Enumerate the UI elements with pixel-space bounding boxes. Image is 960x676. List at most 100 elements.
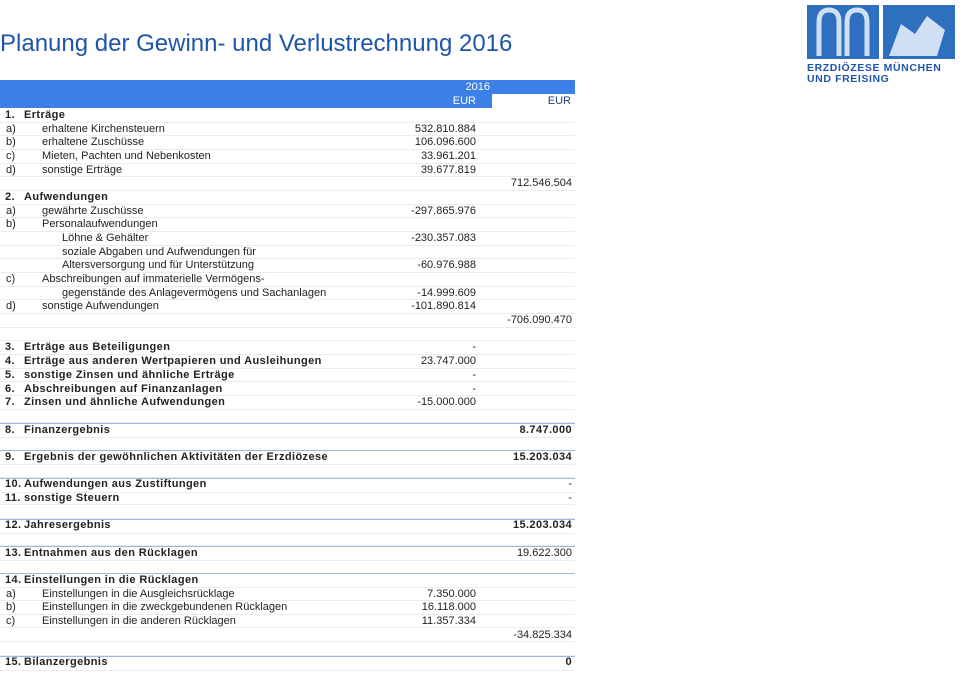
table-row <box>0 518 575 534</box>
table-row <box>0 560 575 574</box>
row-letter: a) <box>6 204 16 217</box>
row-letter: c) <box>6 273 16 286</box>
row-number: 12. <box>5 519 22 532</box>
total-cell: - <box>568 478 572 491</box>
table-row <box>0 218 575 232</box>
row-label: Altersversorgung und für Unterstützung <box>62 259 254 272</box>
row-number: 6. <box>5 382 15 395</box>
row-label: erhaltene Zuschüsse <box>42 136 145 149</box>
year-header: 2016 <box>465 81 490 93</box>
row-number: 1. <box>5 109 15 121</box>
total-cell: 712.546.504 <box>510 177 572 190</box>
row-label: gegenstände des Anlagevermögens und Sach… <box>62 286 327 299</box>
logo-towers <box>816 7 870 56</box>
row-number: 14. <box>5 573 22 586</box>
table-row <box>0 163 575 178</box>
total-cell: 15.203.034 <box>512 519 572 532</box>
table-row <box>0 464 575 479</box>
row-number: 10. <box>5 478 22 491</box>
table-row <box>0 573 575 589</box>
table-row <box>0 655 575 671</box>
value-cell: -15.000.000 <box>417 396 476 409</box>
row-label: Ergebnis der gewöhnlichen Aktivitäten de… <box>24 450 329 463</box>
table-row <box>0 245 575 260</box>
row-label: sonstige Steuern <box>24 491 120 504</box>
value-cell: -14.999.609 <box>417 286 476 299</box>
row-label: sonstige Aufwendungen <box>42 300 159 313</box>
total-cell: -706.090.470 <box>507 314 572 327</box>
table-row <box>0 355 575 369</box>
row-label: Aufwendungen <box>24 191 109 204</box>
table-row <box>0 314 575 328</box>
table-row <box>0 614 575 629</box>
table-row <box>0 273 575 287</box>
row-label: Jahresergebnis <box>24 519 111 532</box>
table-row <box>0 628 575 643</box>
row-label: soziale Abgaben und Aufwendungen für <box>62 245 256 258</box>
row-label: Erträge aus Beteiligungen <box>24 341 171 354</box>
page-title: Planung der Gewinn- und Verlustrechnung … <box>0 30 513 57</box>
row-label: Aufwendungen aus Zustiftungen <box>24 478 207 491</box>
table-row <box>0 259 575 273</box>
value-cell: 7.350.000 <box>427 587 476 600</box>
total-cell: 15.203.034 <box>512 450 572 463</box>
row-number: 4. <box>5 355 15 368</box>
row-label: Personalaufwendungen <box>42 218 158 231</box>
table-row <box>0 546 575 562</box>
unit-header: EUR <box>452 95 476 107</box>
table-row <box>0 368 575 383</box>
table-row <box>0 286 575 301</box>
row-letter: a) <box>6 122 16 135</box>
total-cell: 8.747.000 <box>519 423 572 436</box>
row-label: Einstellungen in die zweckgebundenen Rüc… <box>42 601 288 614</box>
table-row <box>0 122 575 137</box>
row-label: Einstellungen in die Rücklagen <box>24 573 199 586</box>
row-label: Einstellungen in die anderen Rücklagen <box>42 614 236 627</box>
table-row <box>0 587 575 602</box>
row-label: sonstige Erträge <box>42 163 123 176</box>
table-row <box>0 232 575 246</box>
row-label: Löhne & Gehälter <box>62 232 149 245</box>
table-row <box>0 109 575 123</box>
table-row <box>0 204 575 219</box>
table-row <box>0 150 575 164</box>
table-row <box>0 477 575 493</box>
row-number: 8. <box>5 423 15 436</box>
row-letter: b) <box>6 601 16 614</box>
value-cell: - <box>472 341 476 354</box>
logo-figure <box>889 16 945 56</box>
row-label: Zinsen und ähnliche Aufwendungen <box>24 396 226 409</box>
table-row <box>0 601 575 615</box>
table-row <box>0 341 575 355</box>
table-row <box>0 491 575 506</box>
table-row <box>0 396 575 410</box>
value-cell: -101.890.814 <box>411 300 476 313</box>
row-label: Finanzergebnis <box>24 423 111 436</box>
value-cell: - <box>472 382 476 395</box>
value-cell: -297.865.976 <box>411 204 476 217</box>
row-label: Erträge <box>24 109 66 121</box>
logo-text: ERZDIÖZESE MÜNCHEN <box>807 61 941 74</box>
row-label: erhaltene Kirchensteuern <box>42 122 165 135</box>
table-row <box>0 532 575 547</box>
row-letter: d) <box>6 300 16 313</box>
unit-header: EUR <box>547 95 571 107</box>
value-cell: 16.118.000 <box>421 601 476 614</box>
row-label: gewährte Zuschüsse <box>42 204 144 217</box>
row-letter: d) <box>6 163 16 176</box>
table-row <box>0 423 575 439</box>
table-row <box>0 382 575 396</box>
total-cell: 19.622.300 <box>516 546 572 559</box>
value-cell: - <box>472 368 476 381</box>
row-number: 2. <box>5 191 15 204</box>
table-row <box>0 136 575 150</box>
row-number: 13. <box>5 546 22 559</box>
row-letter: a) <box>6 587 16 600</box>
value-cell: 23.747.000 <box>420 355 476 368</box>
value-cell: 106.096.600 <box>414 136 476 149</box>
table-row <box>0 177 575 191</box>
row-number: 7. <box>5 396 15 409</box>
table-row <box>0 437 575 451</box>
row-label: Bilanzergebnis <box>24 656 108 668</box>
